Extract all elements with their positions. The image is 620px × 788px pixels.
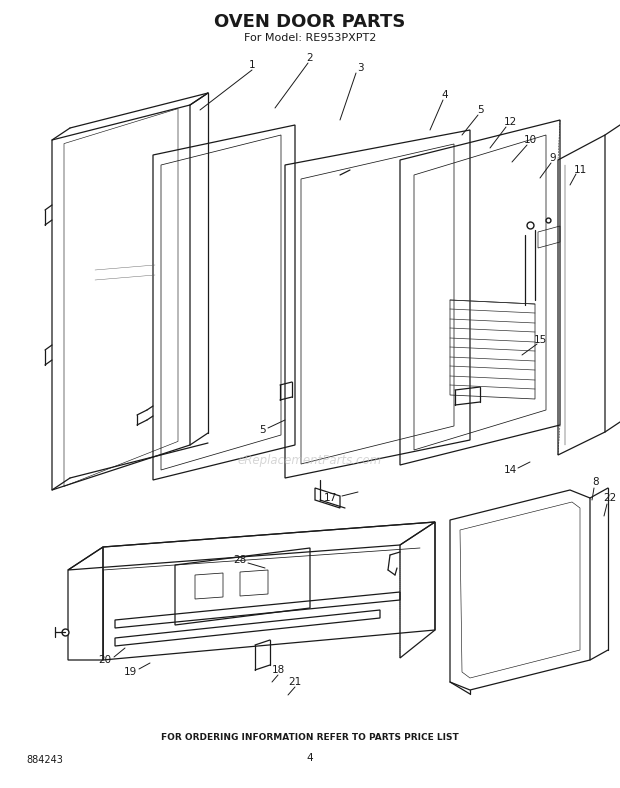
Text: 4: 4	[307, 753, 313, 763]
Text: 3: 3	[356, 63, 363, 73]
Text: 8: 8	[593, 477, 600, 487]
Text: 22: 22	[603, 493, 617, 503]
Text: 15: 15	[533, 335, 547, 345]
Text: eReplacementParts.com: eReplacementParts.com	[238, 454, 382, 466]
Text: FOR ORDERING INFORMATION REFER TO PARTS PRICE LIST: FOR ORDERING INFORMATION REFER TO PARTS …	[161, 734, 459, 742]
Text: 19: 19	[123, 667, 136, 677]
Text: For Model: RE953PXPT2: For Model: RE953PXPT2	[244, 33, 376, 43]
Text: 5: 5	[259, 425, 265, 435]
Text: 4: 4	[441, 90, 448, 100]
Text: 20: 20	[99, 655, 112, 665]
Text: 18: 18	[272, 665, 285, 675]
Text: 2: 2	[307, 53, 313, 63]
Text: 21: 21	[288, 677, 301, 687]
Text: 17: 17	[324, 493, 337, 503]
Text: 28: 28	[233, 555, 247, 565]
Text: 5: 5	[477, 105, 484, 115]
Text: 9: 9	[550, 153, 556, 163]
Text: 11: 11	[574, 165, 587, 175]
Text: 14: 14	[503, 465, 516, 475]
Text: OVEN DOOR PARTS: OVEN DOOR PARTS	[215, 13, 405, 31]
Text: 1: 1	[249, 60, 255, 70]
Text: 884243: 884243	[27, 755, 63, 765]
Text: 12: 12	[503, 117, 516, 127]
Text: 10: 10	[523, 135, 536, 145]
